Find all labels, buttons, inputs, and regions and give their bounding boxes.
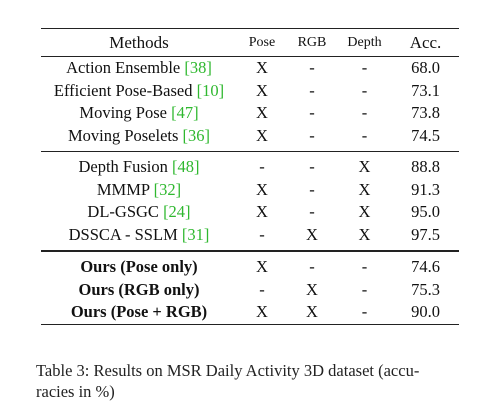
method-name: Moving Pose	[79, 103, 172, 122]
rgb-cell: -	[309, 179, 315, 199]
acc-cell: 75.3	[411, 279, 440, 299]
results-table-container: Methods Pose RGB Depth Acc. Action Ensem…	[41, 28, 459, 325]
method-cell: Moving Poselets [36]	[41, 125, 237, 152]
header-row: Methods Pose RGB Depth Acc.	[41, 28, 459, 57]
header-pose: Pose	[248, 34, 276, 50]
rgb-cell: X	[306, 224, 318, 244]
pose-cell: X	[256, 302, 268, 321]
depth-cell: -	[361, 80, 368, 100]
acc-cell: 88.8	[411, 157, 440, 176]
table-row: Ours (Pose + RGB) X X - 90.0	[41, 301, 459, 324]
depth-cell: -	[361, 302, 368, 321]
table-row: Ours (Pose only) X - - 74.6	[41, 251, 459, 279]
header-depth: Depth	[347, 34, 382, 50]
method-cell: Ours (Pose only)	[80, 257, 198, 276]
acc-cell: 73.1	[411, 80, 440, 100]
method-name: Depth Fusion	[78, 157, 172, 176]
method-name: DSSCA - SSLM	[68, 224, 182, 244]
table-row: Moving Poselets [36] X - - 74.5	[41, 125, 459, 152]
acc-cell: 74.6	[411, 257, 440, 276]
header-acc: Acc.	[409, 32, 442, 52]
rgb-cell: -	[309, 80, 315, 100]
depth-cell: -	[361, 279, 368, 299]
citation-link[interactable]: [48]	[172, 157, 200, 176]
citation-link[interactable]: [47]	[171, 103, 199, 122]
pose-cell: X	[256, 80, 268, 100]
acc-cell: 97.5	[411, 224, 440, 244]
citation-link[interactable]: [36]	[182, 125, 211, 145]
header-methods: Methods	[109, 32, 169, 52]
table-row: Ours (RGB only) - X - 75.3	[41, 279, 459, 302]
method-cell: DSSCA - SSLM [31]	[41, 224, 237, 252]
depth-cell: -	[361, 103, 368, 122]
citation-link[interactable]: [10]	[196, 80, 225, 100]
table-row: MMMP [32] X - X 91.3	[41, 179, 459, 202]
rgb-cell: X	[306, 279, 318, 299]
table-group-baselines-pose: Action Ensemble [38] X - - 68.0 Efficien…	[41, 57, 459, 152]
table-row: DSSCA - SSLM [31] - X X 97.5	[41, 224, 459, 252]
pose-cell: -	[259, 157, 265, 176]
table-row: Action Ensemble [38] X - - 68.0	[41, 57, 459, 80]
method-cell: Ours (Pose + RGB)	[70, 302, 208, 321]
pose-cell: X	[256, 179, 268, 199]
rgb-cell: -	[309, 157, 315, 176]
acc-cell: 90.0	[411, 302, 440, 321]
pose-cell: X	[256, 257, 268, 276]
rgb-cell: -	[309, 125, 315, 145]
table-caption: Table 3: Results on MSR Daily Activity 3…	[36, 360, 468, 402]
depth-cell: X	[358, 202, 371, 221]
results-table: Methods Pose RGB Depth Acc. Action Ensem…	[41, 28, 459, 325]
citation-link[interactable]: [38]	[184, 58, 212, 77]
acc-cell: 91.3	[411, 179, 440, 199]
table-header: Methods Pose RGB Depth Acc.	[41, 28, 459, 57]
depth-cell: -	[361, 58, 368, 77]
pose-cell: -	[259, 279, 265, 299]
method-cell: Efficient Pose-Based [10]	[41, 80, 237, 103]
pose-cell: X	[256, 202, 268, 221]
depth-cell: -	[361, 125, 368, 145]
method-cell: Action Ensemble [38]	[41, 57, 237, 80]
table-row: Moving Pose [47] X - - 73.8	[41, 102, 459, 125]
method-name: Moving Poselets	[67, 125, 183, 145]
method-name: Action Ensemble	[66, 58, 185, 77]
method-cell: DL-GSGC [24]	[41, 201, 237, 224]
depth-cell: X	[358, 179, 371, 199]
acc-cell: 68.0	[411, 58, 440, 77]
method-name: DL-GSGC	[87, 202, 164, 221]
pose-cell: -	[259, 224, 265, 244]
table-row: DL-GSGC [24] X - X 95.0	[41, 201, 459, 224]
method-cell: Depth Fusion [48]	[41, 152, 237, 179]
method-cell: Ours (RGB only)	[78, 279, 200, 299]
rgb-cell: X	[306, 302, 318, 321]
pose-cell: X	[256, 58, 268, 77]
citation-link[interactable]: [24]	[163, 202, 191, 221]
header-rgb: RGB	[297, 34, 327, 50]
citation-link[interactable]: [32]	[153, 179, 182, 199]
caption-line-1: Table 3: Results on MSR Daily Activity 3…	[36, 361, 420, 380]
citation-link[interactable]: [31]	[181, 224, 210, 244]
method-name: MMMP	[96, 179, 154, 199]
pose-cell: X	[256, 103, 268, 122]
table-group-ours: Ours (Pose only) X - - 74.6 Ours (RGB on…	[41, 251, 459, 324]
table-row: Depth Fusion [48] - - X 88.8	[41, 152, 459, 179]
rgb-cell: -	[309, 103, 315, 122]
rgb-cell: -	[309, 257, 315, 276]
rgb-cell: -	[309, 58, 315, 77]
acc-cell: 73.8	[411, 103, 440, 122]
table-group-baselines-depth: Depth Fusion [48] - - X 88.8 MMMP [32] X…	[41, 151, 459, 252]
depth-cell: -	[361, 257, 368, 276]
acc-cell: 74.5	[411, 125, 440, 145]
rgb-cell: -	[309, 202, 315, 221]
caption-line-2: racies in %)	[36, 382, 115, 401]
table-row: Efficient Pose-Based [10] X - - 73.1	[41, 80, 459, 103]
method-cell: MMMP [32]	[41, 179, 237, 202]
pose-cell: X	[256, 125, 268, 145]
depth-cell: X	[358, 224, 371, 244]
depth-cell: X	[358, 157, 371, 176]
acc-cell: 95.0	[411, 202, 440, 221]
method-name: Efficient Pose-Based	[53, 80, 197, 100]
method-cell: Moving Pose [47]	[41, 102, 237, 125]
